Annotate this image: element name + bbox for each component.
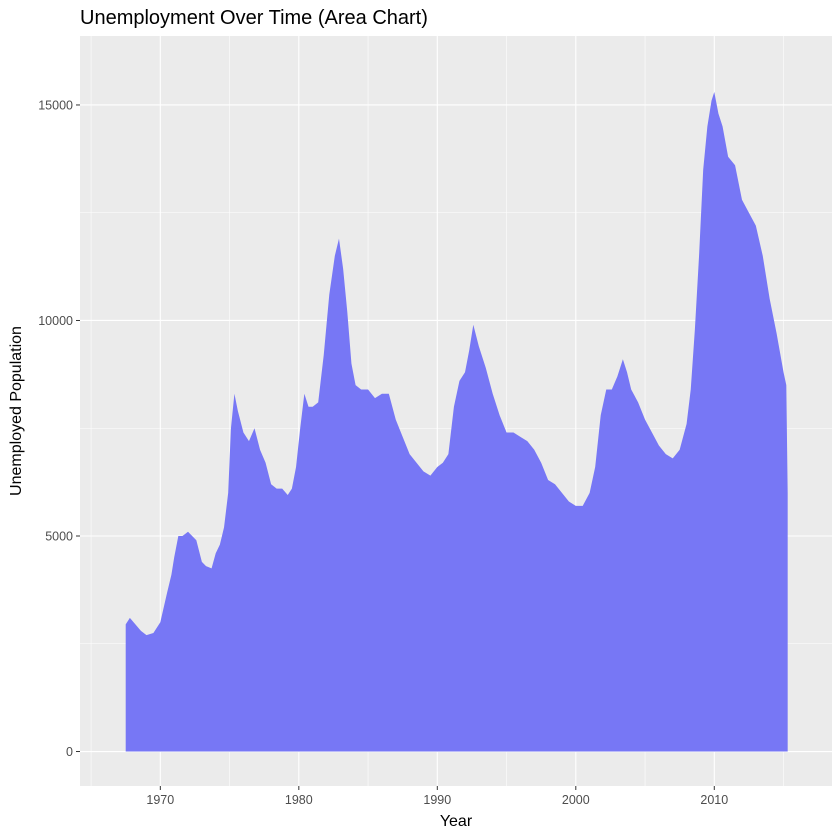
y-axis: 0 5000 10000 15000 (38, 98, 80, 759)
y-tick-label: 10000 (38, 314, 73, 328)
x-tick-label: 1990 (423, 793, 451, 807)
y-tick-label: 15000 (38, 98, 73, 112)
y-tick-label: 0 (66, 745, 73, 759)
x-tick-label: 2010 (700, 793, 728, 807)
x-axis: 1970 1980 1990 2000 2010 (146, 786, 728, 807)
x-tick-label: 1980 (285, 793, 313, 807)
x-tick-label: 1970 (146, 793, 174, 807)
y-tick-label: 5000 (45, 530, 73, 544)
unemployment-area (125, 92, 788, 752)
chart-title: Unemployment Over Time (Area Chart) (80, 7, 428, 29)
x-axis-title: Year (440, 813, 473, 830)
y-axis-title: Unemployed Population (8, 326, 25, 496)
x-tick-label: 2000 (562, 793, 590, 807)
